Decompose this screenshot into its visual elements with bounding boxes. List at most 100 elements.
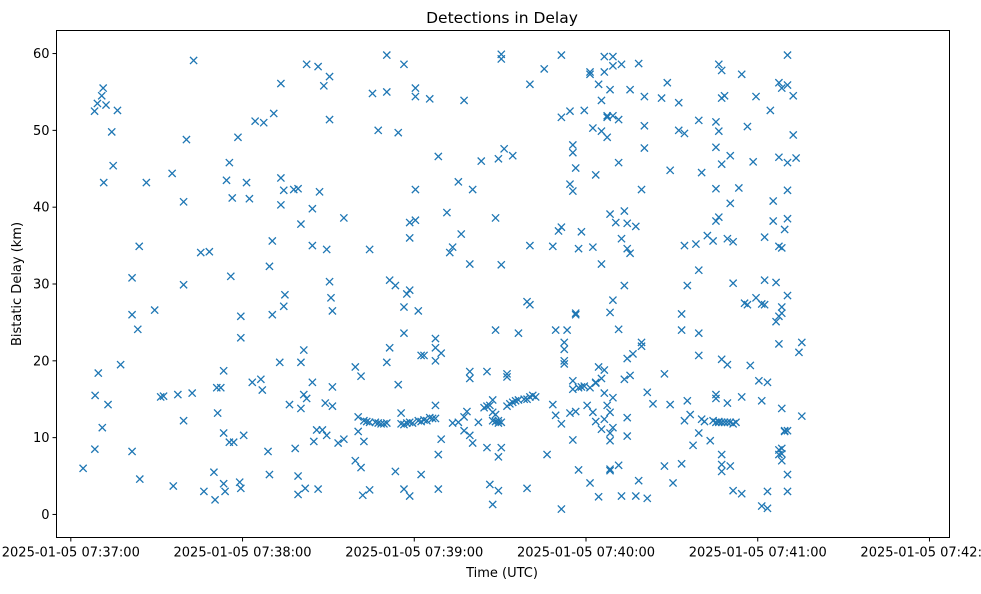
data-point-marker <box>605 428 615 438</box>
data-point-marker <box>434 450 443 459</box>
data-point-marker <box>308 378 317 387</box>
data-point-marker <box>312 425 321 435</box>
data-point-marker <box>783 158 792 167</box>
data-point-marker <box>294 471 303 481</box>
data-point-marker <box>737 70 746 79</box>
data-point-marker <box>557 51 566 60</box>
data-point-marker <box>723 418 732 427</box>
data-point-marker <box>508 151 517 160</box>
data-point-marker <box>631 222 640 231</box>
data-point-marker <box>229 438 238 447</box>
data-point-marker <box>399 60 409 69</box>
data-point-marker <box>780 225 789 234</box>
data-point-marker <box>603 401 612 410</box>
data-point-marker <box>571 309 580 318</box>
data-point-marker <box>219 428 228 438</box>
data-point-marker <box>626 249 635 258</box>
data-point-marker <box>405 233 414 242</box>
data-point-marker <box>268 310 277 319</box>
data-point-marker <box>580 106 589 115</box>
data-point-marker <box>205 247 214 256</box>
data-point-marker <box>637 338 646 347</box>
data-point-marker <box>299 390 308 399</box>
data-point-marker <box>128 447 137 456</box>
data-point-marker <box>488 416 497 425</box>
data-point-marker <box>179 280 188 289</box>
data-point-marker <box>605 466 615 475</box>
data-point-marker <box>620 281 629 290</box>
y-tick-label: 20 <box>33 354 50 369</box>
data-point-marker <box>385 343 394 352</box>
data-point-marker <box>769 216 778 226</box>
data-point-marker <box>614 325 623 334</box>
data-point-marker <box>637 185 646 194</box>
data-point-marker <box>411 216 420 225</box>
data-point-marker <box>525 80 534 89</box>
data-point-marker <box>301 484 310 493</box>
data-point-marker <box>488 500 497 509</box>
y-tick-label: 30 <box>33 278 50 293</box>
data-point-marker <box>660 369 669 378</box>
data-point-marker <box>280 290 289 299</box>
data-point-marker <box>757 299 766 309</box>
data-point-marker <box>706 436 715 445</box>
x-tick-label: 2025-01-05 07:39:00 <box>345 546 483 561</box>
data-point-marker <box>502 372 512 382</box>
data-point-marker <box>477 157 486 166</box>
data-point-marker <box>465 374 474 383</box>
data-point-marker <box>382 358 391 367</box>
data-point-marker <box>414 306 423 315</box>
data-point-marker <box>560 338 569 347</box>
data-point-marker <box>365 418 374 427</box>
data-point-marker <box>302 394 311 403</box>
data-point-marker <box>757 501 766 511</box>
data-point-marker <box>583 401 592 410</box>
data-point-marker <box>574 383 583 392</box>
data-point-marker <box>723 360 732 369</box>
data-point-marker <box>677 459 686 468</box>
data-point-marker <box>743 300 752 309</box>
data-point-marker <box>221 487 230 496</box>
data-point-marker <box>116 360 125 369</box>
data-point-marker <box>494 154 503 163</box>
plot-area-frame <box>56 30 950 538</box>
data-point-marker <box>434 152 443 161</box>
data-point-marker <box>491 410 500 419</box>
data-point-marker <box>457 230 466 239</box>
data-point-marker <box>688 441 698 450</box>
data-point-marker <box>623 219 632 228</box>
x-axis-label: Time (UTC) <box>465 566 538 581</box>
data-point-marker <box>640 92 649 101</box>
data-point-marker <box>109 161 118 170</box>
data-point-marker <box>603 111 612 120</box>
data-point-marker <box>600 415 609 424</box>
data-point-marker <box>783 186 792 195</box>
data-point-marker <box>454 177 463 186</box>
data-point-marker <box>648 399 658 408</box>
data-point-marker <box>563 326 572 335</box>
data-point-marker <box>448 243 457 252</box>
data-point-marker <box>419 351 429 360</box>
data-point-marker <box>497 260 506 269</box>
data-point-marker <box>694 428 703 438</box>
data-point-marker <box>777 309 786 318</box>
data-point-marker <box>265 262 274 271</box>
data-point-marker <box>326 293 336 302</box>
data-point-marker <box>729 279 738 288</box>
data-point-marker <box>565 107 575 116</box>
data-point-marker <box>251 117 260 126</box>
data-point-marker <box>296 404 305 413</box>
data-point-marker <box>600 67 609 77</box>
data-point-marker <box>568 186 577 196</box>
data-point-marker <box>746 361 755 370</box>
data-markers <box>79 50 806 514</box>
data-point-marker <box>382 87 391 97</box>
data-point-marker <box>737 392 746 401</box>
data-point-marker <box>325 277 334 286</box>
data-point-marker <box>608 393 617 402</box>
data-point-marker <box>460 412 469 421</box>
x-axis: 2025-01-05 07:37:00 2025-01-05 07:38:00 20… <box>2 537 981 561</box>
data-point-marker <box>792 153 801 163</box>
y-axis: 0 10 20 30 40 50 60 <box>33 47 57 523</box>
data-point-marker <box>626 85 635 94</box>
